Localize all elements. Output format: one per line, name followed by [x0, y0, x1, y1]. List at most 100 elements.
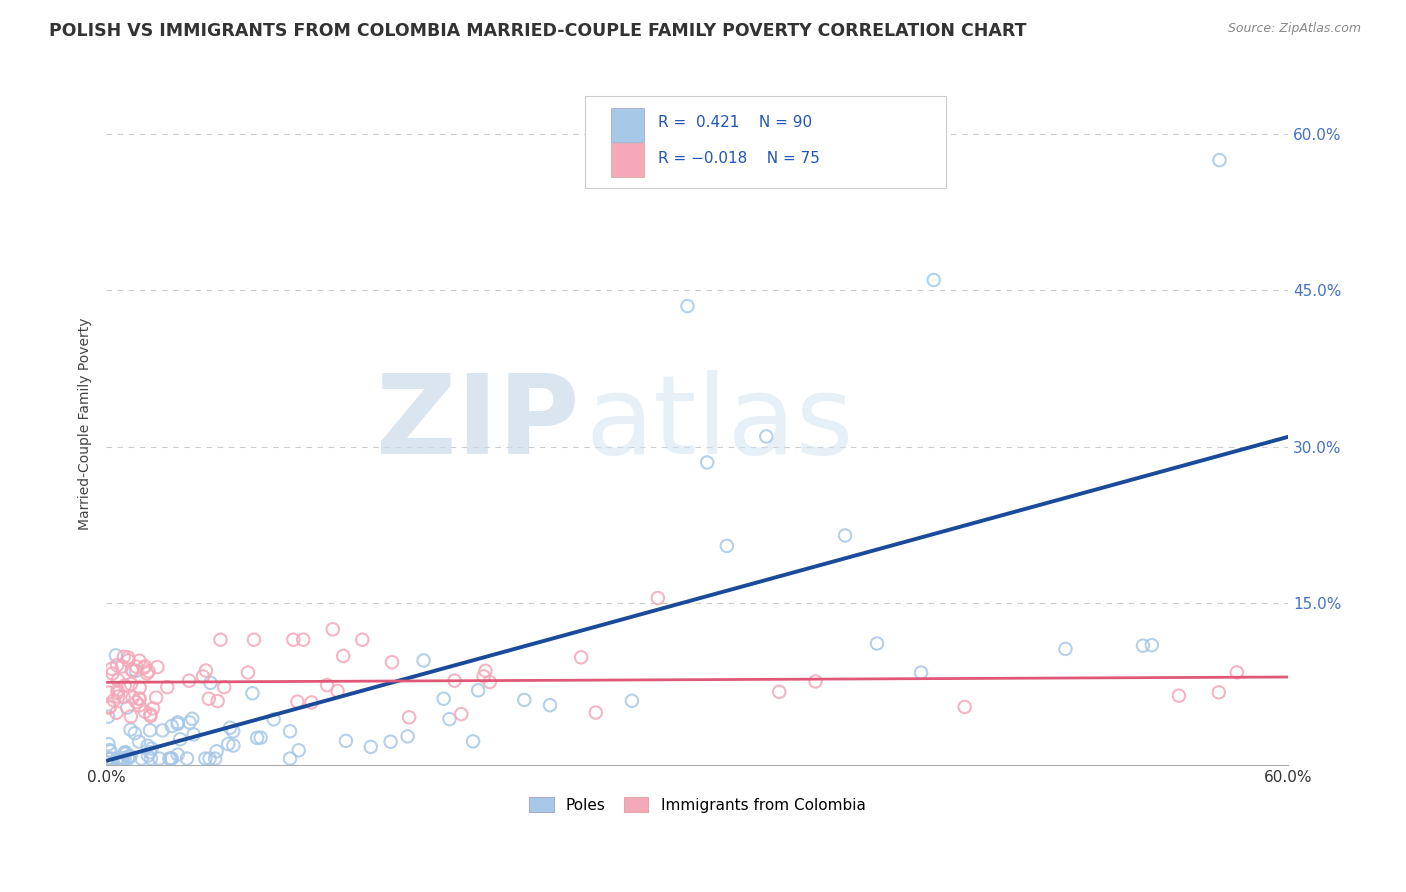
- Point: [117, 749, 139, 764]
- Point: [160, 719, 183, 733]
- Point: [131, 751, 153, 765]
- Point: [380, 735, 402, 749]
- Point: [569, 650, 592, 665]
- Point: [132, 661, 155, 675]
- Point: [128, 654, 150, 668]
- Point: [146, 660, 169, 674]
- Point: [439, 712, 461, 726]
- Point: [128, 734, 150, 748]
- Point: [242, 686, 264, 700]
- Point: [197, 691, 219, 706]
- Point: [98, 700, 121, 714]
- Point: [396, 730, 419, 744]
- Point: [105, 706, 128, 720]
- Point: [103, 693, 125, 707]
- Point: [1140, 638, 1163, 652]
- Point: [108, 751, 131, 765]
- FancyBboxPatch shape: [585, 95, 946, 187]
- Point: [322, 622, 344, 636]
- Point: [112, 649, 135, 664]
- Point: [145, 690, 167, 705]
- Point: [100, 662, 122, 676]
- Point: [134, 659, 156, 673]
- Point: [472, 669, 495, 683]
- Point: [433, 691, 456, 706]
- Point: [97, 737, 120, 751]
- Point: [117, 650, 139, 665]
- Point: [209, 632, 232, 647]
- Point: [160, 751, 183, 765]
- Point: [100, 744, 122, 758]
- Point: [107, 690, 129, 704]
- Point: [166, 717, 188, 731]
- Point: [120, 709, 142, 723]
- Point: [139, 745, 162, 759]
- Point: [166, 715, 188, 730]
- Text: atlas: atlas: [585, 370, 853, 477]
- Point: [136, 666, 159, 681]
- Point: [217, 737, 239, 751]
- Point: [1226, 665, 1249, 680]
- Point: [139, 707, 162, 722]
- Point: [120, 723, 142, 737]
- Point: [114, 679, 136, 693]
- Point: [910, 665, 932, 680]
- Point: [292, 632, 315, 647]
- Point: [104, 648, 127, 663]
- Point: [1208, 153, 1230, 167]
- Point: [647, 591, 669, 605]
- Point: [922, 273, 945, 287]
- Point: [181, 712, 204, 726]
- Point: [179, 715, 201, 730]
- Point: [98, 699, 121, 714]
- Point: [139, 751, 162, 765]
- Point: [117, 751, 139, 765]
- Point: [111, 751, 134, 765]
- FancyBboxPatch shape: [612, 108, 644, 142]
- Point: [117, 653, 139, 667]
- Point: [768, 685, 790, 699]
- Point: [166, 747, 188, 762]
- Point: [696, 455, 718, 469]
- Legend: Poles, Immigrants from Colombia: Poles, Immigrants from Colombia: [523, 790, 872, 819]
- Point: [114, 747, 136, 761]
- Point: [157, 751, 180, 765]
- Point: [467, 683, 489, 698]
- Point: [136, 748, 159, 763]
- Point: [125, 659, 148, 673]
- Point: [246, 731, 269, 745]
- Point: [360, 739, 382, 754]
- Point: [125, 695, 148, 709]
- Point: [142, 701, 165, 715]
- Point: [152, 723, 174, 738]
- Point: [1167, 689, 1189, 703]
- Point: [716, 539, 738, 553]
- FancyBboxPatch shape: [612, 144, 644, 178]
- Point: [243, 632, 266, 647]
- Point: [117, 700, 139, 714]
- Point: [263, 712, 285, 726]
- Point: [283, 632, 305, 647]
- Point: [278, 751, 301, 765]
- Point: [212, 680, 235, 694]
- Point: [105, 658, 128, 673]
- Point: [834, 528, 856, 542]
- Point: [160, 751, 183, 765]
- Point: [205, 744, 228, 758]
- Point: [169, 732, 191, 747]
- Point: [156, 680, 179, 694]
- Point: [128, 691, 150, 706]
- Point: [124, 726, 146, 740]
- Point: [287, 743, 309, 757]
- Point: [121, 663, 143, 677]
- Point: [335, 734, 357, 748]
- Point: [676, 299, 699, 313]
- Point: [194, 751, 217, 765]
- Point: [176, 751, 198, 765]
- Point: [112, 690, 135, 704]
- Point: [160, 751, 183, 765]
- Point: [101, 666, 124, 681]
- Point: [107, 751, 129, 765]
- Point: [139, 723, 162, 738]
- Point: [474, 664, 496, 678]
